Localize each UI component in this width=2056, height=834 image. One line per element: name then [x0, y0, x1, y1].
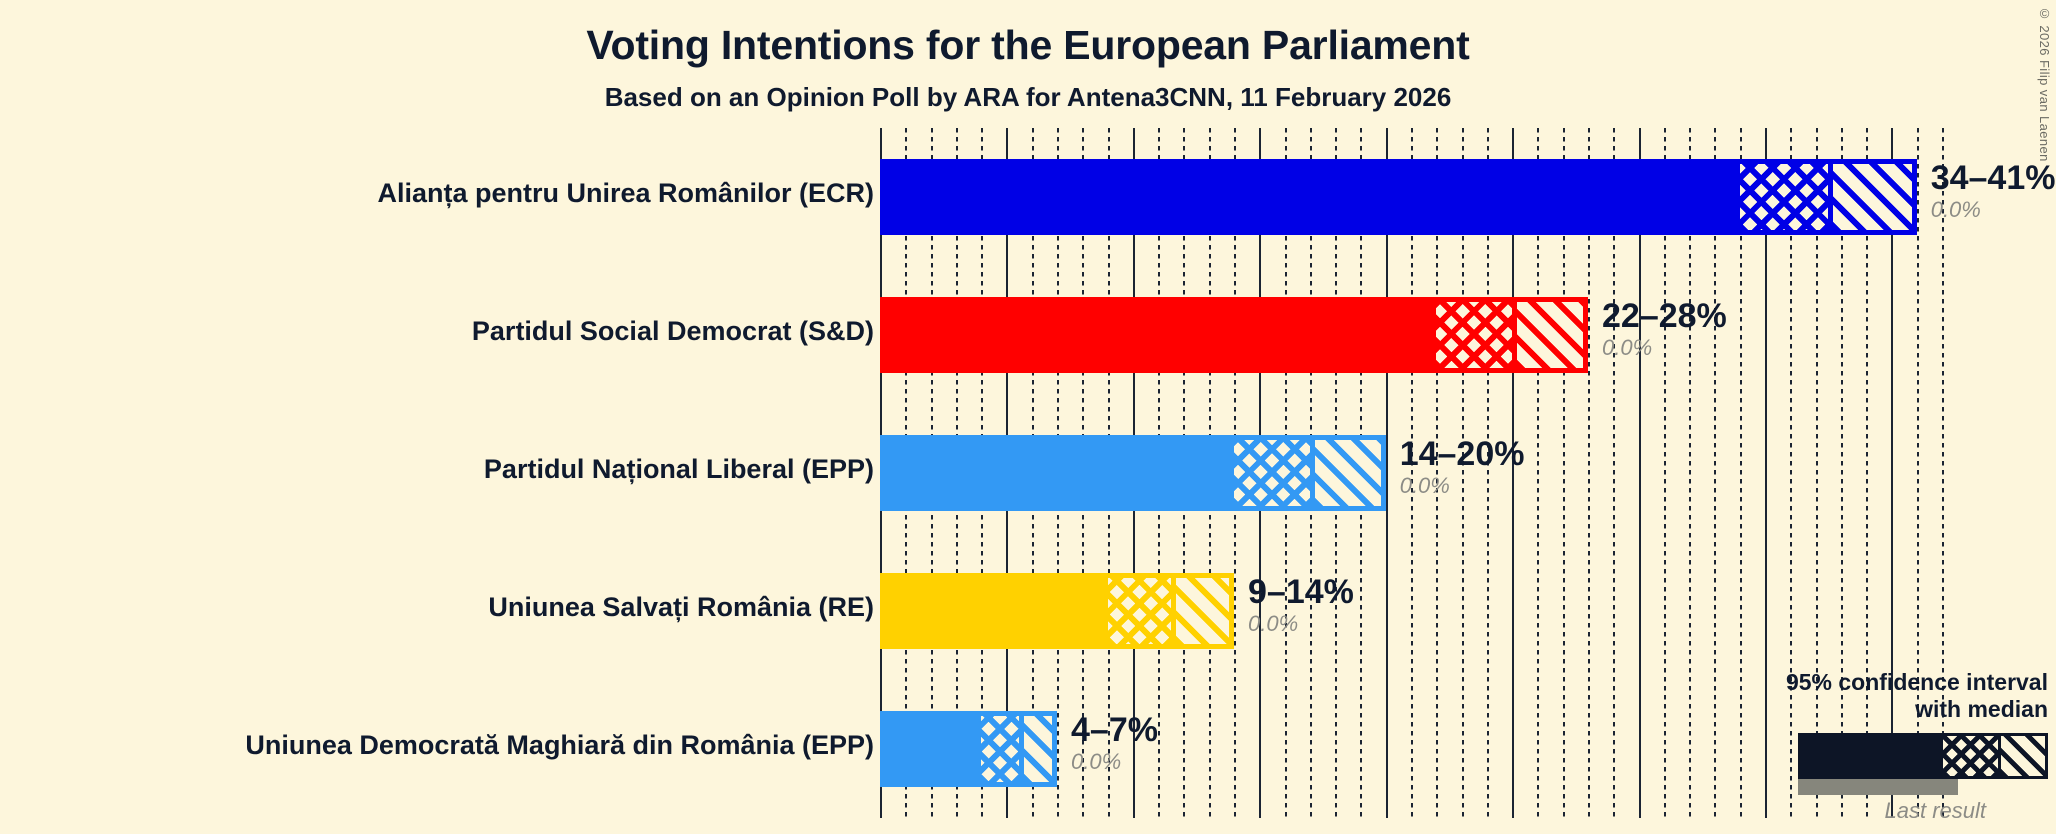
confidence-interval-bar — [880, 159, 1917, 235]
gridline-major — [1385, 128, 1388, 818]
legend-swatch — [1798, 733, 2048, 779]
confidence-interval-bar — [880, 435, 1386, 511]
bar-row[interactable] — [880, 711, 1942, 787]
last-result-value: 0.0% — [1399, 472, 1450, 498]
bar-crosshatch-segment — [1436, 297, 1513, 373]
legend-solid-segment — [1798, 733, 1943, 779]
legend-diagonal-segment — [1998, 733, 2048, 779]
gridline-minor — [1461, 128, 1464, 818]
gridline-minor — [1613, 128, 1616, 818]
category-label: Partidul Social Democrat (S&D) — [471, 316, 874, 346]
last-result-value: 0.0% — [1602, 334, 1653, 360]
gridline-minor — [1739, 128, 1742, 818]
bar-solid-segment — [880, 573, 1108, 649]
category-label: Alianța pentru Unirea Românilor (ECR) — [377, 178, 874, 208]
bar-row[interactable] — [880, 159, 1942, 235]
legend-caption: 95% confidence interval with median — [1728, 669, 2048, 723]
gridline-minor — [1840, 128, 1843, 818]
last-result-value: 0.0% — [1248, 610, 1299, 636]
value-label-group: 9–14% 0.0% — [1248, 573, 1354, 636]
bar-solid-segment — [880, 159, 1740, 235]
gridline-minor — [1411, 128, 1413, 818]
value-label-group: 14–20% 0.0% — [1399, 435, 1525, 498]
confidence-interval-value: 14–20% — [1399, 435, 1525, 473]
category-label: Partidul Național Liberal (EPP) — [483, 454, 874, 484]
legend-last-result-swatch — [1798, 779, 1958, 795]
legend-last-result-label: Last result — [1884, 798, 1987, 823]
confidence-interval-value: 22–28% — [1602, 297, 1727, 335]
gridline-major — [1512, 128, 1515, 818]
legend-caption-line1: 95% confidence interval — [1785, 668, 2048, 695]
gridline-minor — [1815, 128, 1818, 818]
value-label-group: 22–28% 0.0% — [1602, 297, 1727, 360]
confidence-interval-value: 4–7% — [1071, 711, 1158, 749]
confidence-interval-bar — [880, 573, 1234, 649]
bar-row[interactable] — [880, 297, 1942, 373]
bar-diagonal-segment — [1512, 297, 1588, 373]
legend-crosshatch-segment — [1943, 733, 1998, 779]
bar-crosshatch-segment — [1107, 573, 1171, 649]
last-result-value: 0.0% — [1930, 196, 1981, 222]
gridline-major — [1638, 128, 1641, 818]
plot-area — [880, 128, 1944, 818]
bar-row[interactable] — [880, 435, 1942, 511]
bar-solid-segment — [880, 711, 982, 787]
value-label-group: 34–41% 0.0% — [1930, 159, 2056, 222]
legend-caption-line2: with median — [1915, 695, 2048, 722]
bar-crosshatch-segment — [981, 711, 1020, 787]
gridline-minor — [1537, 128, 1540, 818]
copyright-notice: © 2026 Filip van Laenen — [2037, 6, 2052, 162]
gridline-minor — [1790, 128, 1793, 818]
gridline-minor — [1866, 128, 1869, 818]
bar-crosshatch-segment — [1234, 435, 1310, 511]
chart-subtitle: Based on an Opinion Poll by ARA for Ante… — [604, 82, 1452, 112]
page-title: Voting Intentions for the European Parli… — [586, 22, 1470, 68]
bar-diagonal-segment — [1170, 573, 1234, 649]
bar-diagonal-segment — [1828, 159, 1917, 235]
bar-solid-segment — [880, 435, 1234, 511]
bar-solid-segment — [880, 297, 1437, 373]
gridline-minor — [1942, 128, 1944, 818]
gridline-minor — [1486, 128, 1489, 818]
category-label: Uniunea Democrată Maghiară din România (… — [245, 730, 874, 760]
confidence-interval-value: 9–14% — [1248, 573, 1354, 611]
gridline-major — [1765, 128, 1767, 818]
confidence-interval-value: 34–41% — [1930, 159, 2056, 197]
category-label: Uniunea Salvați România (RE) — [488, 592, 874, 622]
gridline-minor — [1714, 128, 1717, 818]
bar-row[interactable] — [880, 573, 1942, 649]
bar-crosshatch-segment — [1739, 159, 1829, 235]
value-label-group: 4–7% 0.0% — [1071, 711, 1158, 774]
gridline-minor — [1436, 128, 1439, 818]
bar-diagonal-segment — [1019, 711, 1057, 787]
last-result-value: 0.0% — [1071, 748, 1122, 774]
gridline-minor — [1663, 128, 1666, 818]
gridline-minor — [1588, 128, 1590, 818]
gridline-minor — [1916, 128, 1919, 818]
confidence-interval-bar — [880, 711, 1057, 787]
gridline-minor — [1562, 128, 1565, 818]
legend: 95% confidence interval with median Last… — [1728, 669, 2048, 824]
gridline-major — [1891, 128, 1894, 818]
confidence-interval-bar — [880, 297, 1588, 373]
gridline-minor — [1689, 128, 1692, 818]
bar-diagonal-segment — [1309, 435, 1386, 511]
